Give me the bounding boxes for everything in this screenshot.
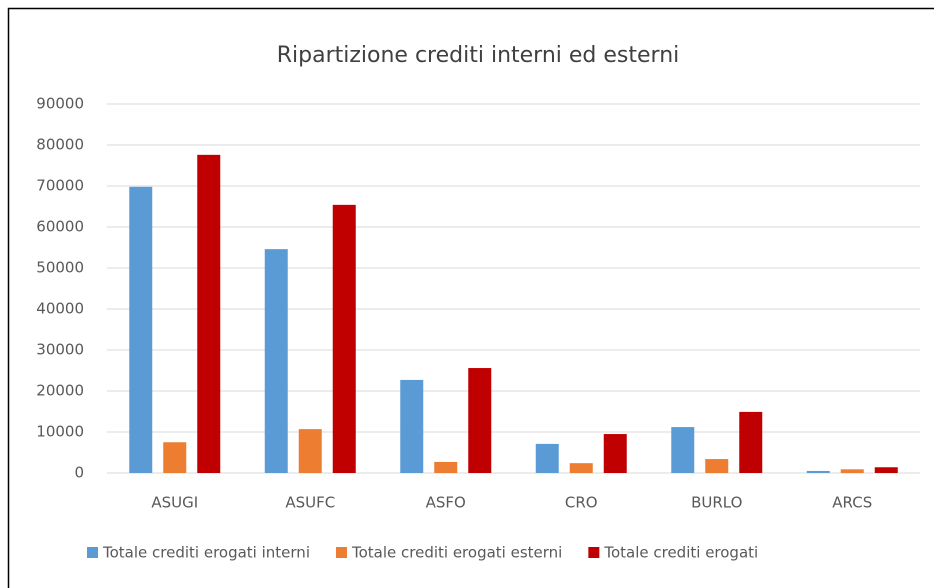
bar	[840, 469, 864, 473]
legend-swatch	[335, 547, 347, 558]
y-tick-label: 60000	[36, 218, 84, 236]
bar	[400, 379, 424, 473]
x-tick-label: ASFO	[426, 494, 466, 512]
bar	[603, 434, 627, 473]
bar	[569, 463, 593, 473]
bar	[874, 467, 898, 473]
y-tick-label: 40000	[36, 300, 84, 318]
bar	[739, 411, 763, 473]
x-tick-label: ARCS	[832, 494, 872, 512]
y-tick-label: 50000	[36, 259, 84, 277]
y-tick-label: 90000	[36, 95, 84, 113]
bar	[535, 443, 559, 473]
legend-label: Totale crediti erogati esterni	[351, 544, 562, 562]
x-tick-label: ASUFC	[285, 494, 335, 512]
bar	[434, 461, 458, 473]
y-tick-label: 70000	[36, 177, 84, 195]
legend-swatch	[588, 547, 600, 558]
bar	[197, 154, 221, 473]
x-tick-label: CRO	[565, 494, 598, 512]
bar	[332, 204, 356, 474]
chart-border	[7, 7, 934, 588]
x-tick-label: BURLO	[691, 494, 742, 512]
bar	[298, 429, 322, 473]
y-tick-label: 80000	[36, 136, 84, 154]
legend-label: Totale crediti erogati interni	[102, 544, 310, 562]
y-tick-label: 20000	[36, 382, 84, 400]
bar	[806, 470, 830, 473]
y-tick-label: 10000	[36, 423, 84, 441]
x-tick-label: ASUGI	[151, 494, 198, 512]
y-tick-label: 0	[74, 464, 84, 482]
legend-swatch	[87, 547, 98, 558]
legend-label: Totale crediti erogati	[603, 544, 758, 562]
bar	[468, 368, 492, 473]
chart-title: Ripartizione crediti interni ed esterni	[277, 43, 680, 68]
y-tick-label: 30000	[36, 341, 84, 359]
bar	[671, 427, 695, 473]
bar	[705, 459, 729, 473]
bar	[129, 186, 153, 473]
bar	[163, 442, 187, 473]
bar	[264, 249, 288, 473]
